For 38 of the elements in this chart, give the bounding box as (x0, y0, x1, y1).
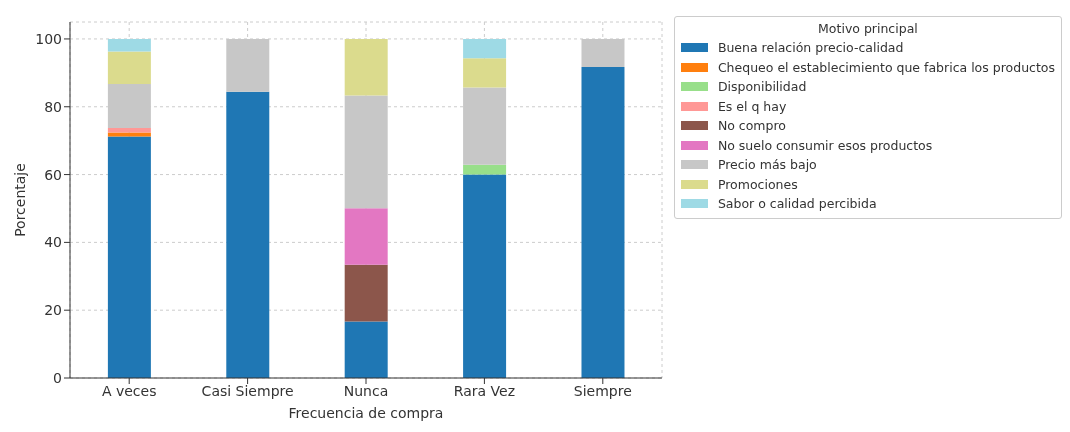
x-tick-label: Rara Vez (453, 382, 516, 399)
y-tick-label: 100 (35, 30, 62, 47)
y-tick-label: 40 (44, 234, 62, 251)
bar (463, 38, 507, 59)
y-tick-label: 80 (44, 98, 62, 115)
bar (463, 58, 507, 88)
legend-label: No compro (717, 118, 786, 134)
legend-label: Es el q hay (717, 98, 787, 114)
bar (344, 264, 388, 322)
legend-title: Motivo principal (817, 21, 919, 36)
legend-label: Sabor o calidad percibida (717, 196, 877, 212)
bar (344, 208, 388, 265)
x-axis-title: Frecuencia de compra (288, 405, 444, 421)
bar (107, 136, 151, 378)
bar (344, 38, 388, 96)
bar (107, 51, 151, 85)
x-tick-label: Nunca (343, 382, 389, 399)
x-tick-label: A veces (101, 382, 157, 399)
bar (107, 132, 151, 137)
legend-label: Promociones (717, 176, 798, 192)
y-tick-label: 20 (44, 302, 62, 319)
bar (463, 174, 507, 378)
bar (463, 164, 507, 175)
bar (581, 67, 625, 378)
y-tick-label: 60 (44, 166, 62, 183)
legend-label: Chequeo el establecimiento que fabrica los productos (717, 59, 1055, 75)
y-axis-title: Porcentaje (11, 163, 28, 237)
x-tick-label: Casi Siempre (201, 382, 294, 399)
y-tick-label: 0 (53, 369, 62, 386)
bar (107, 128, 151, 133)
bar (226, 91, 270, 378)
bar (107, 38, 151, 52)
legend-label: No suelo consumir esos productos (717, 137, 933, 153)
legend-label: Disponibilidad (717, 79, 807, 95)
bar (344, 321, 388, 378)
x-tick-label: Siempre (573, 382, 632, 399)
legend-label: Buena relación precio-calidad (717, 40, 904, 56)
legend-label: Precio más bajo (717, 157, 817, 173)
